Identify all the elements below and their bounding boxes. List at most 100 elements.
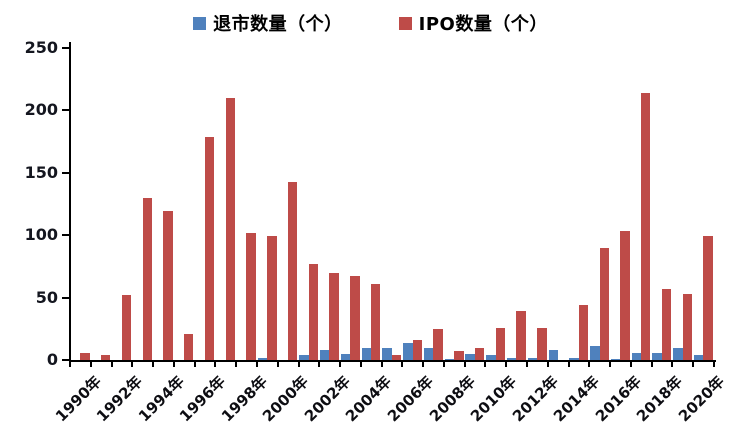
- bar-delisting-2017: [631, 352, 642, 360]
- bar-ipo-2010: [495, 327, 506, 360]
- x-tick-label: 1992年: [93, 372, 147, 426]
- x-axis-tick: [380, 361, 383, 367]
- bar-ipo-1993: [142, 197, 152, 360]
- x-axis-tick: [339, 361, 342, 367]
- x-tick-label: 2014年: [550, 372, 604, 426]
- x-axis-tick: [671, 361, 674, 367]
- bar-delisting-2003: [340, 353, 351, 360]
- y-tick-label: 0: [46, 350, 58, 369]
- bar-ipo-2017: [641, 92, 651, 360]
- x-axis-tick: [359, 361, 362, 367]
- x-tick-label: 1998年: [217, 372, 271, 426]
- bar-ipo-2014: [578, 305, 589, 360]
- bar-ipo-2005: [391, 355, 402, 360]
- bar-delisting-2014: [569, 357, 579, 360]
- x-tick-label: 2008年: [425, 372, 479, 426]
- y-axis: [68, 42, 71, 363]
- x-tick-label: 2018年: [633, 372, 687, 426]
- ipo-legend-label: IPO数量（个）: [418, 14, 548, 35]
- bar-delisting-2009: [465, 353, 475, 360]
- x-axis-tick: [422, 361, 425, 367]
- x-tick-label: 2006年: [384, 372, 437, 426]
- bar-ipo-2008: [454, 351, 464, 360]
- chart-legend: 退市数量（个） IPO数量（个）: [0, 10, 741, 36]
- x-axis-tick: [193, 361, 196, 367]
- bar-ipo-1997: [225, 97, 235, 360]
- x-tick-label: 2020年: [674, 372, 728, 426]
- delisting-legend-label: 退市数量（个）: [213, 14, 343, 35]
- bar-ipo-1991: [100, 355, 111, 360]
- x-axis-tick: [401, 361, 404, 367]
- x-axis-tick: [588, 361, 591, 367]
- x-tick-label: 2000年: [259, 372, 313, 426]
- bar-ipo-2003: [350, 276, 360, 360]
- bar-ipo-1998: [246, 232, 256, 360]
- bar-ipo-2006: [412, 340, 422, 360]
- x-tick-label: 1990年: [51, 372, 105, 426]
- bar-delisting-2015: [590, 346, 600, 360]
- x-axis-tick: [214, 361, 217, 367]
- legend-item-delisting: 退市数量（个）: [193, 10, 343, 36]
- bar-delisting-2012: [527, 357, 538, 360]
- bar-delisting-2013: [548, 350, 558, 360]
- bar-ipo-2002: [329, 272, 339, 360]
- x-axis-tick: [235, 361, 238, 367]
- x-axis-tick: [609, 361, 612, 367]
- x-axis-tick: [89, 361, 92, 367]
- x-tick-label: 1996年: [176, 372, 230, 426]
- y-axis-tick: [62, 359, 69, 361]
- y-tick-label: 100: [24, 225, 58, 245]
- x-axis-tick: [713, 361, 715, 367]
- bar-delisting-2008: [444, 358, 455, 360]
- y-tick-label: 250: [24, 38, 58, 57]
- bar-ipo-1999: [267, 236, 277, 360]
- bar-delisting-2018: [652, 352, 662, 360]
- bar-delisting-2006: [403, 342, 413, 360]
- ipo-legend-swatch: [398, 16, 412, 30]
- x-axis-tick: [650, 361, 653, 367]
- bar-delisting-2005: [382, 347, 392, 360]
- x-axis-tick: [484, 361, 487, 367]
- x-axis: [68, 359, 716, 362]
- x-axis-tick: [546, 361, 549, 367]
- bar-delisting-2007: [423, 347, 434, 360]
- bar-delisting-2016: [610, 358, 621, 360]
- x-axis-tick: [692, 361, 695, 367]
- y-tick-label: 50: [35, 287, 58, 307]
- bar-delisting-2019: [673, 347, 683, 360]
- x-axis-tick: [318, 361, 321, 367]
- x-axis-tick: [505, 361, 508, 367]
- bar-ipo-2012: [537, 327, 547, 360]
- x-tick-label: 2012年: [508, 372, 562, 426]
- y-tick-label: 150: [24, 162, 58, 182]
- bar-ipo-1996: [204, 136, 215, 360]
- bar-delisting-1999: [257, 357, 268, 360]
- x-tick-label: 2010年: [467, 372, 521, 426]
- bar-ipo-2000: [287, 181, 298, 360]
- bar-ipo-2009: [474, 347, 485, 360]
- bar-ipo-2007: [433, 328, 443, 360]
- x-axis-tick: [442, 361, 445, 367]
- y-axis-tick: [62, 234, 69, 237]
- x-axis-tick: [629, 361, 632, 367]
- x-axis-tick: [172, 361, 175, 367]
- x-axis-tick: [567, 361, 570, 367]
- bar-delisting-2002: [320, 350, 330, 360]
- x-axis-tick: [152, 361, 155, 367]
- bar-ipo-1992: [121, 295, 132, 360]
- bar-delisting-2004: [361, 347, 372, 360]
- y-tick-label: 200: [24, 100, 58, 120]
- bar-ipo-2020: [703, 236, 713, 360]
- x-axis-tick: [110, 361, 113, 367]
- bar-ipo-2018: [661, 288, 672, 360]
- bar-ipo-2019: [682, 293, 693, 360]
- bar-ipo-1990: [80, 352, 90, 360]
- bar-ipo-2016: [620, 231, 630, 360]
- bar-ipo-1994: [163, 211, 173, 360]
- y-axis-tick: [62, 296, 69, 299]
- bar-ipo-2011: [516, 311, 526, 360]
- bar-delisting-2020: [694, 355, 704, 360]
- x-axis-tick: [69, 361, 71, 367]
- x-axis-tick: [526, 361, 529, 367]
